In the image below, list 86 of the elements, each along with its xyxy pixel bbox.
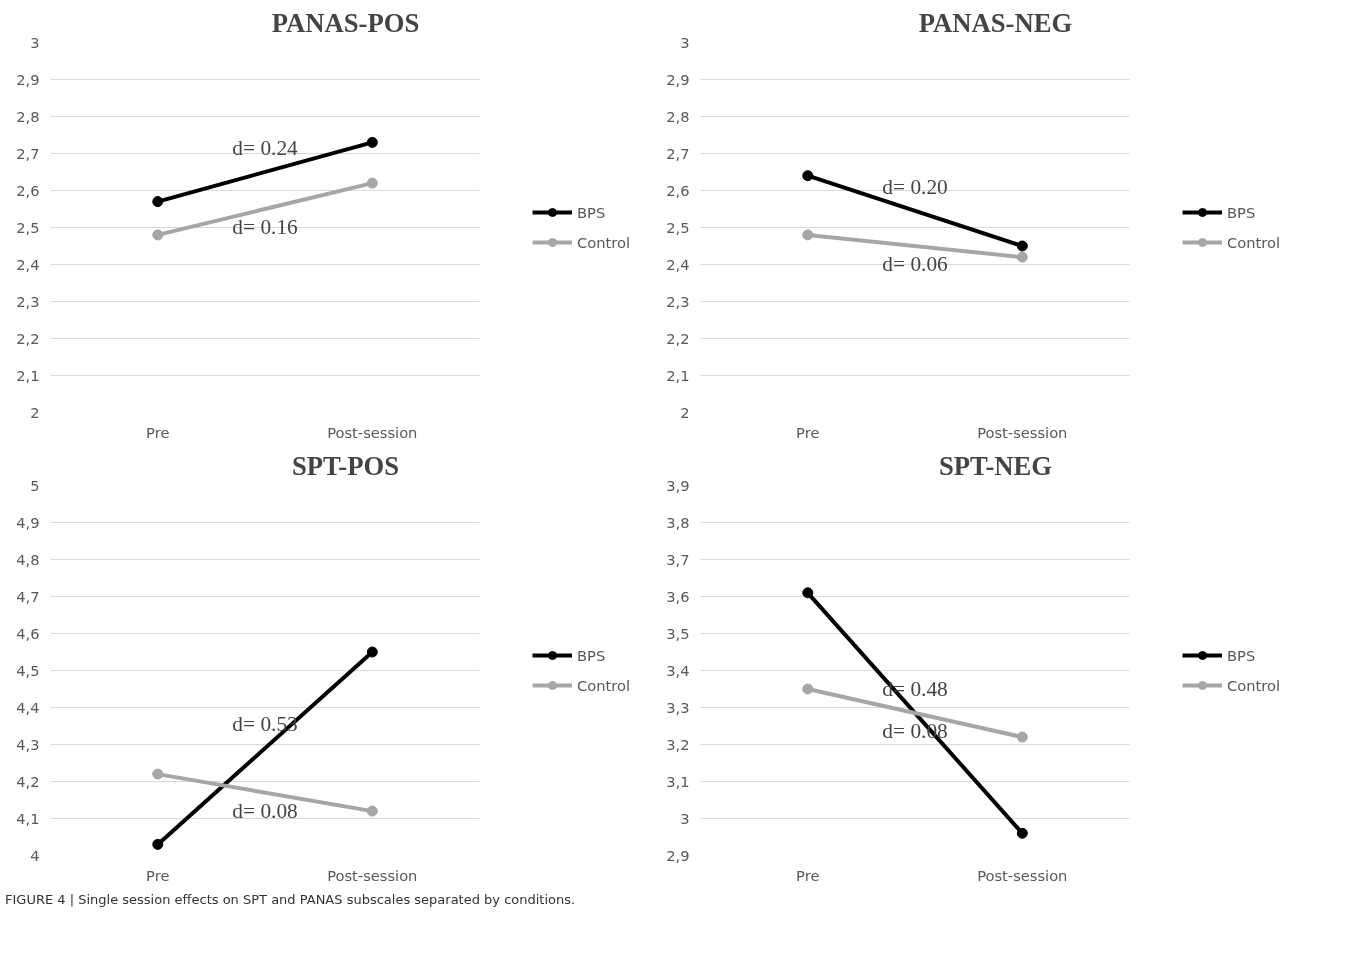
legend-label: BPS [1227,203,1256,221]
x-tick-label: Pre [796,866,820,884]
legend-label: Control [577,233,630,251]
point [152,229,164,241]
y-tick-label: 2,9 [666,70,690,88]
y-tick-label: 4,3 [16,735,40,753]
x-tick-label: Post-session [977,866,1068,884]
y-tick-label: 2,9 [16,70,40,88]
chart-title: PANAS-POS [271,7,420,38]
point [152,838,164,850]
y-tick-label: 2,1 [666,366,690,384]
point [1016,240,1028,252]
y-tick-label: 2,8 [16,107,40,125]
legend-label: BPS [577,203,606,221]
x-tick-label: Pre [796,423,820,441]
y-tick-label: 4,9 [16,513,40,531]
y-tick-label: 2,3 [16,292,40,310]
chart-title: SPT-POS [291,450,400,481]
y-tick-label: 4,2 [16,772,40,790]
y-tick-label: 4,7 [16,587,40,605]
y-tick-label: 2,2 [16,329,40,347]
y-tick-label: 2,2 [666,329,690,347]
y-tick-label: 4 [30,846,40,864]
y-tick-label: 2,1 [16,366,40,384]
point [1016,731,1028,743]
legend-label: Control [1227,233,1280,251]
y-tick-label: 4,6 [16,624,40,642]
legend-label: Control [1227,676,1280,694]
y-tick-label: 5 [30,476,40,494]
chart-title: SPT-NEG [938,450,1053,481]
point [1016,251,1028,263]
annotation: d= 0.20 [882,174,948,199]
caption: FIGURE 4 | Single session effects on SPT and PANAS subscales separated by conditions. [5,891,576,909]
y-tick-label: 2,7 [16,144,40,162]
y-tick-label: 3,5 [666,624,690,642]
x-tick-label: Post-session [327,866,418,884]
y-tick-label: 3,3 [666,698,690,716]
y-tick-label: 2,3 [666,292,690,310]
point [152,196,164,208]
legend-label: BPS [1227,646,1256,664]
y-tick-label: 3,4 [666,661,690,679]
annotation: d= 0.16 [232,215,299,239]
annotation: d= 0.08 [232,798,298,823]
x-tick-label: Pre [146,423,170,441]
y-tick-label: 3,1 [666,772,690,790]
point [366,177,378,189]
point [802,170,814,182]
x-tick-label: Pre [146,866,170,884]
chart-title: PANAS-NEG [918,7,1073,38]
y-tick-label: 2,6 [666,181,690,199]
y-tick-label: 2,6 [16,181,40,199]
x-tick-label: Post-session [977,423,1068,441]
y-tick-label: 4,4 [16,698,40,716]
y-tick-label: 2,4 [666,255,690,273]
point [802,683,814,695]
annotation: d= 0.06 [882,252,949,276]
y-tick-label: 3 [680,809,690,827]
y-tick-label: 3 [30,33,40,51]
y-tick-label: 3,2 [666,735,690,753]
point [1016,827,1028,839]
y-tick-label: 2 [680,403,690,421]
point [366,136,378,148]
y-tick-label: 4,5 [16,661,40,679]
y-tick-label: 3,6 [666,587,690,605]
y-tick-label: 3 [680,33,690,51]
point [366,646,378,658]
annotation: d= 0.24 [232,136,299,160]
y-tick-label: 4,8 [16,550,40,568]
point [802,587,814,599]
y-tick-label: 2,9 [666,846,690,864]
y-tick-label: 2,5 [16,218,40,236]
y-tick-label: 2,4 [16,255,40,273]
y-tick-label: 2 [30,403,40,421]
y-tick-label: 3,8 [666,513,690,531]
point [366,805,378,817]
x-tick-label: Post-session [327,423,418,441]
y-tick-label: 3,7 [666,550,690,568]
y-tick-label: 4,1 [16,809,40,827]
legend-label: BPS [577,646,606,664]
point [152,768,164,780]
legend-label: Control [577,676,630,694]
y-tick-label: 2,8 [666,107,690,125]
y-tick-label: 2,7 [666,144,690,162]
point [802,229,814,241]
y-tick-label: 2,5 [666,218,690,236]
y-tick-label: 3,9 [666,476,690,494]
